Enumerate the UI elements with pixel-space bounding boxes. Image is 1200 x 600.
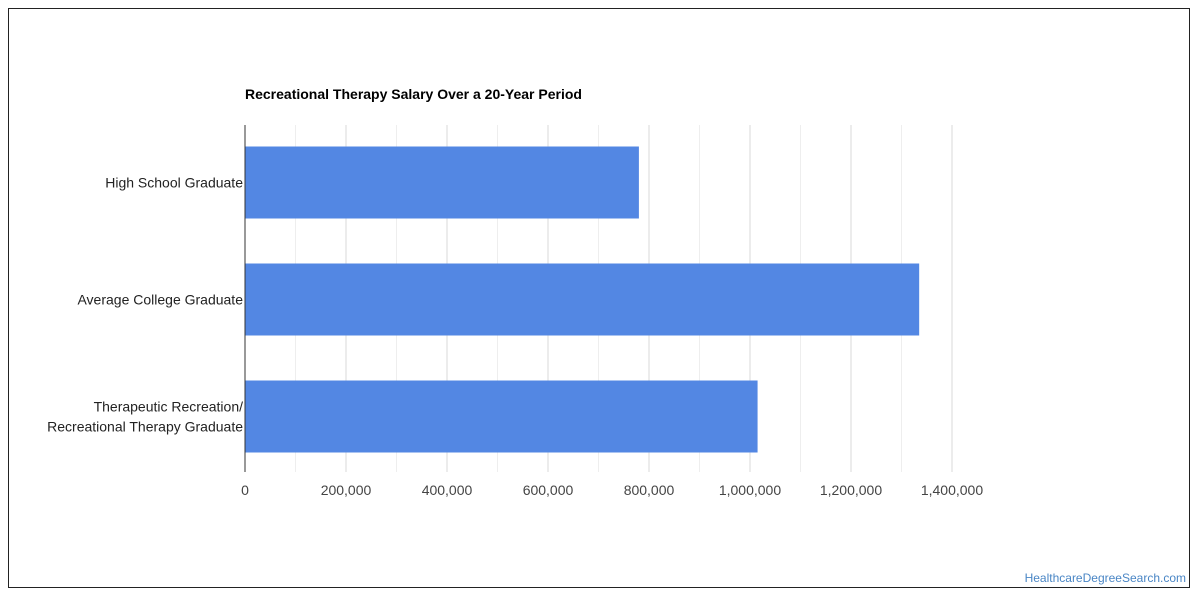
category-label-line: Recreational Therapy Graduate <box>47 419 243 435</box>
category-label: High School Graduate <box>105 175 243 191</box>
x-tick-label: 0 <box>241 482 249 498</box>
category-label-line: Average College Graduate <box>77 292 243 308</box>
x-tick-label: 1,200,000 <box>820 482 882 498</box>
x-tick-label: 600,000 <box>523 482 574 498</box>
x-tick-label: 200,000 <box>321 482 372 498</box>
category-label: Therapeutic Recreation/Recreational Ther… <box>47 399 243 435</box>
bar[interactable] <box>245 146 639 219</box>
category-label-line: Therapeutic Recreation/ <box>94 399 244 415</box>
bar[interactable] <box>245 263 920 336</box>
category-label-line: High School Graduate <box>105 175 243 191</box>
bar[interactable] <box>245 380 758 453</box>
chart-title: Recreational Therapy Salary Over a 20-Ye… <box>245 86 582 102</box>
category-label: Average College Graduate <box>77 292 243 308</box>
x-axis-ticks: 0 200,000 400,000 600,000 800,000 1,000,000 1,… <box>241 482 983 498</box>
x-tick-label: 400,000 <box>422 482 473 498</box>
x-tick-label: 1,400,000 <box>921 482 983 498</box>
x-tick-label: 1,000,000 <box>719 482 781 498</box>
source-credit[interactable]: HealthcareDegreeSearch.com <box>1024 571 1186 585</box>
x-tick-label: 800,000 <box>624 482 675 498</box>
category-labels: High School Graduate Average College Grad… <box>47 175 243 435</box>
bars <box>245 146 920 453</box>
